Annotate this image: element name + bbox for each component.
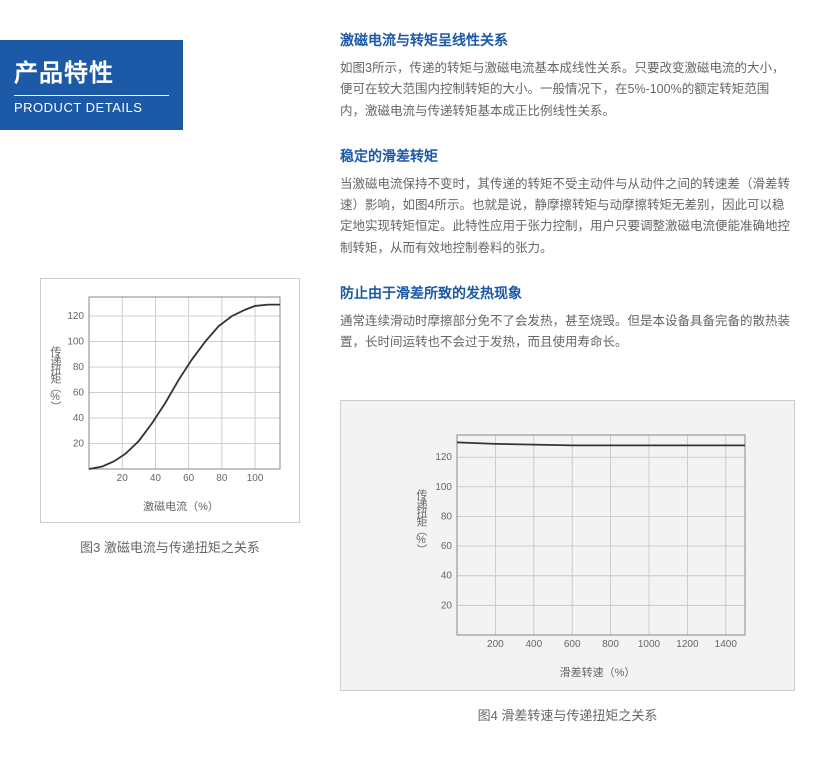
section-body: 如图3所示，传递的转矩与激磁电流基本成线性关系。只要改变激磁电流的大小，便可在较… xyxy=(340,58,790,122)
svg-text:400: 400 xyxy=(525,639,542,650)
svg-text:100: 100 xyxy=(67,337,84,348)
figure-3-caption: 图3 激磁电流与传递扭矩之关系 xyxy=(40,537,300,556)
figure-3-plot: 传递扭矩（%） 20 40 60 80 100 20 40 60 80 100 120 激磁电流（%… xyxy=(51,291,289,514)
product-details-badge: 产品特性 PRODUCT DETAILS xyxy=(0,40,183,130)
figure-4-xlabel: 滑差转速（%） xyxy=(425,664,770,680)
svg-text:60: 60 xyxy=(441,541,453,552)
svg-text:100: 100 xyxy=(247,473,264,484)
section-heat: 防止由于滑差所致的发热现象 通常连续滑动时摩擦部分免不了会发热，甚至烧毁。但是本… xyxy=(340,283,790,354)
svg-text:600: 600 xyxy=(564,639,581,650)
figure-4-plot: 传递扭矩（%） 200 400 600 800 1000 1200 1400 20 40 60 80… xyxy=(365,425,770,680)
figure-3: 传递扭矩（%） 20 40 60 80 100 20 40 60 80 100 120 激磁电流（%… xyxy=(40,278,300,556)
svg-text:200: 200 xyxy=(487,639,504,650)
figure-4-caption: 图4 滑差转速与传递扭矩之关系 xyxy=(340,705,795,724)
section-heading: 稳定的滑差转矩 xyxy=(340,146,790,166)
svg-text:800: 800 xyxy=(602,639,619,650)
svg-text:1400: 1400 xyxy=(715,639,738,650)
svg-text:100: 100 xyxy=(435,482,452,493)
badge-title-en: PRODUCT DETAILS xyxy=(14,100,169,115)
svg-text:120: 120 xyxy=(67,311,84,322)
svg-text:20: 20 xyxy=(441,600,453,611)
figure-4: 传递扭矩（%） 200 400 600 800 1000 1200 1400 20 40 60 80… xyxy=(340,400,795,724)
figure-3-ylabel: 传递扭矩（%） xyxy=(49,346,60,410)
content-column: 激磁电流与转矩呈线性关系 如图3所示，传递的转矩与激磁电流基本成线性关系。只要改… xyxy=(340,30,790,377)
svg-text:80: 80 xyxy=(73,362,85,373)
svg-text:20: 20 xyxy=(117,473,129,484)
section-body: 通常连续滑动时摩擦部分免不了会发热，甚至烧毁。但是本设备具备完备的散热装置，长时… xyxy=(340,311,790,354)
svg-text:80: 80 xyxy=(216,473,228,484)
section-linear: 激磁电流与转矩呈线性关系 如图3所示，传递的转矩与激磁电流基本成线性关系。只要改… xyxy=(340,30,790,122)
svg-text:60: 60 xyxy=(183,473,195,484)
section-body: 当激磁电流保持不变时，其传递的转矩不受主动件与从动件之间的转速差（滑差转速）影响… xyxy=(340,174,790,259)
figure-4-box: 传递扭矩（%） 200 400 600 800 1000 1200 1400 20 40 60 80… xyxy=(340,400,795,691)
svg-text:20: 20 xyxy=(73,439,85,450)
figure-3-svg: 20 40 60 80 100 20 40 60 80 100 120 xyxy=(51,291,286,487)
svg-text:120: 120 xyxy=(435,452,452,463)
svg-text:40: 40 xyxy=(150,473,162,484)
svg-text:1000: 1000 xyxy=(638,639,661,650)
svg-text:40: 40 xyxy=(441,571,453,582)
svg-text:40: 40 xyxy=(73,413,85,424)
figure-4-ylabel: 传递扭矩（%） xyxy=(415,489,426,553)
svg-text:80: 80 xyxy=(441,511,453,522)
badge-title-cn: 产品特性 xyxy=(14,60,169,89)
section-slip-torque: 稳定的滑差转矩 当激磁电流保持不变时，其传递的转矩不受主动件与从动件之间的转速差… xyxy=(340,146,790,259)
section-heading: 激磁电流与转矩呈线性关系 xyxy=(340,30,790,50)
badge-divider xyxy=(14,95,169,96)
figure-3-xlabel: 激磁电流（%） xyxy=(73,498,289,514)
svg-text:1200: 1200 xyxy=(676,639,699,650)
svg-text:60: 60 xyxy=(73,388,85,399)
section-heading: 防止由于滑差所致的发热现象 xyxy=(340,283,790,303)
figure-3-box: 传递扭矩（%） 20 40 60 80 100 20 40 60 80 100 120 激磁电流（%… xyxy=(40,278,300,523)
